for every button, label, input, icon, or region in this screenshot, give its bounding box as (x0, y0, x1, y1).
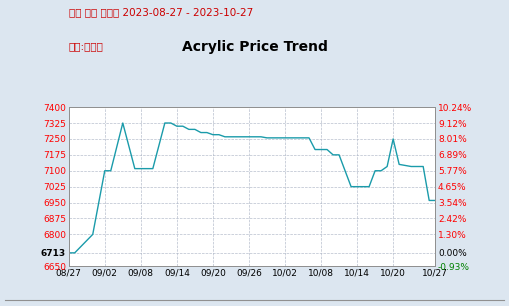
Text: 品级:一等品: 品级:一等品 (69, 41, 104, 51)
Text: Acrylic Price Trend: Acrylic Price Trend (182, 40, 327, 54)
Text: 丙烯 山东 生产价 2023-08-27 - 2023-10-27: 丙烯 山东 生产价 2023-08-27 - 2023-10-27 (69, 8, 253, 18)
